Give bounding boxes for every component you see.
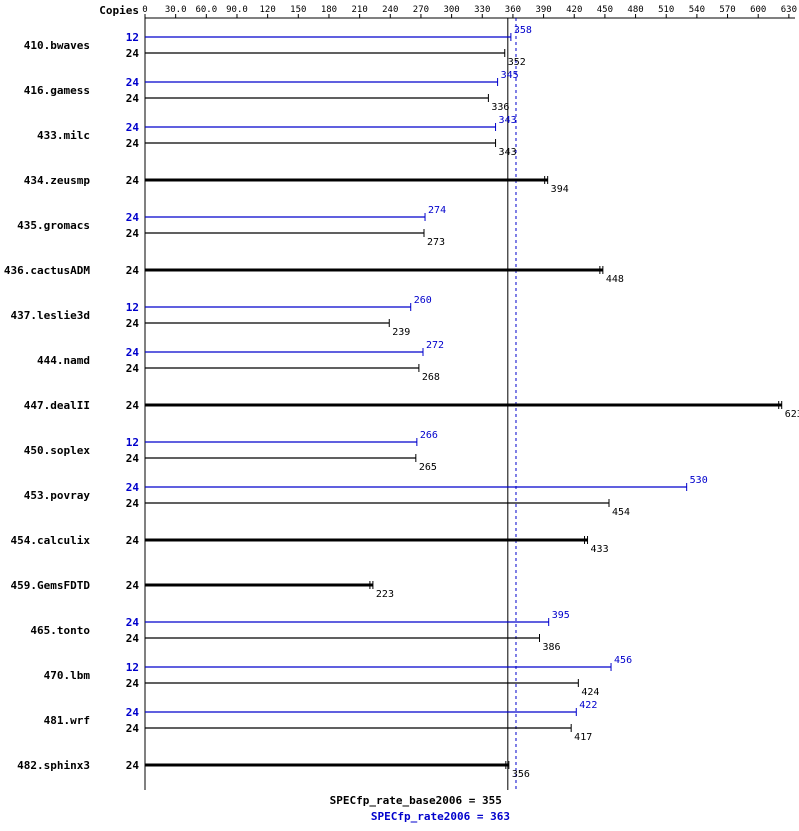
peak-copies: 24 [126,211,140,224]
base-copies: 24 [126,722,140,735]
benchmark-label: 435.gromacs [17,219,90,232]
base-copies: 24 [126,317,140,330]
benchmark-label: 447.dealII [24,399,90,412]
benchmark-label: 416.gamess [24,84,90,97]
base-copies: 24 [126,47,140,60]
svg-text:600: 600 [750,5,766,15]
base-value: 433 [591,544,609,555]
benchmark-label: 454.calculix [11,534,91,547]
base-value: 394 [551,184,569,195]
base-value: 352 [508,57,526,68]
base-value: 424 [581,687,599,698]
peak-copies: 12 [126,436,139,449]
peak-copies: 24 [126,706,140,719]
benchmark-label: 434.zeusmp [24,174,91,187]
svg-text:450: 450 [597,5,613,15]
peak-copies: 24 [126,121,140,134]
svg-text:60.0: 60.0 [195,5,217,15]
svg-text:540: 540 [689,5,705,15]
peak-copies: 12 [126,661,139,674]
svg-text:0: 0 [142,5,147,15]
benchmark-label: 481.wrf [44,714,90,727]
base-value: 448 [606,274,624,285]
benchmark-label: 470.lbm [44,669,91,682]
benchmark-label: 444.namd [37,354,90,367]
svg-text:480: 480 [627,5,643,15]
base-copies: 24 [126,497,140,510]
base-value: 265 [419,462,437,473]
benchmark-label: 459.GemsFDTD [11,579,91,592]
peak-copies: 24 [126,346,140,359]
base-value: 417 [574,732,592,743]
peak-copies: 24 [126,616,140,629]
peak-value: 274 [428,205,446,216]
svg-text:510: 510 [658,5,674,15]
base-copies: 24 [126,759,140,772]
copies-header: Copies [99,4,139,17]
benchmark-label: 482.sphinx3 [17,759,90,772]
benchmark-label: 436.cactusADM [4,264,90,277]
svg-text:180: 180 [321,5,337,15]
base-value: 336 [491,102,509,113]
svg-text:30.0: 30.0 [165,5,187,15]
base-value: 356 [512,769,530,780]
base-copies: 24 [126,92,140,105]
svg-text:240: 240 [382,5,398,15]
base-copies: 24 [126,227,140,240]
reference-label: SPECfp_rate2006 = 363 [371,810,510,823]
benchmark-label: 453.povray [24,489,91,502]
base-copies: 24 [126,174,140,187]
peak-value: 266 [420,430,438,441]
svg-text:300: 300 [443,5,459,15]
base-copies: 24 [126,452,140,465]
svg-text:570: 570 [719,5,735,15]
specfp-rate-chart: 0 30.0 60.0 90.0 120 150 180 210 240 270 300 330 360… [0,0,799,831]
peak-copies: 12 [126,31,139,44]
base-value: 223 [376,589,394,600]
peak-value: 260 [414,295,432,306]
base-value: 273 [427,237,445,248]
base-copies: 24 [126,362,140,375]
base-value: 386 [542,642,560,653]
svg-text:630: 630 [781,5,797,15]
base-copies: 24 [126,534,140,547]
svg-text:90.0: 90.0 [226,5,248,15]
peak-value: 272 [426,340,444,351]
base-value: 343 [499,147,517,158]
peak-copies: 24 [126,481,140,494]
benchmark-label: 450.soplex [24,444,91,457]
benchmark-label: 433.milc [37,129,90,142]
peak-copies: 12 [126,301,139,314]
base-copies: 24 [126,137,140,150]
svg-text:390: 390 [535,5,551,15]
base-copies: 24 [126,677,140,690]
svg-text:330: 330 [474,5,490,15]
base-value: 623 [785,409,799,420]
peak-value: 345 [501,70,519,81]
reference-label: SPECfp_rate_base2006 = 355 [330,794,502,807]
peak-value: 456 [614,655,632,666]
svg-text:270: 270 [413,5,429,15]
peak-value: 530 [690,475,708,486]
base-value: 239 [392,327,410,338]
svg-text:420: 420 [566,5,582,15]
peak-value: 395 [552,610,570,621]
base-copies: 24 [126,579,140,592]
peak-copies: 24 [126,76,140,89]
base-value: 454 [612,507,630,518]
peak-value: 422 [579,700,597,711]
benchmark-label: 437.leslie3d [11,309,90,322]
peak-value: 343 [499,115,517,126]
benchmark-label: 410.bwaves [24,39,90,52]
svg-text:360: 360 [505,5,521,15]
peak-value: 358 [514,25,532,36]
svg-text:210: 210 [351,5,367,15]
svg-text:120: 120 [260,5,276,15]
benchmark-label: 465.tonto [30,624,90,637]
base-copies: 24 [126,264,140,277]
base-value: 268 [422,372,440,383]
base-copies: 24 [126,399,140,412]
svg-text:150: 150 [290,5,306,15]
base-copies: 24 [126,632,140,645]
